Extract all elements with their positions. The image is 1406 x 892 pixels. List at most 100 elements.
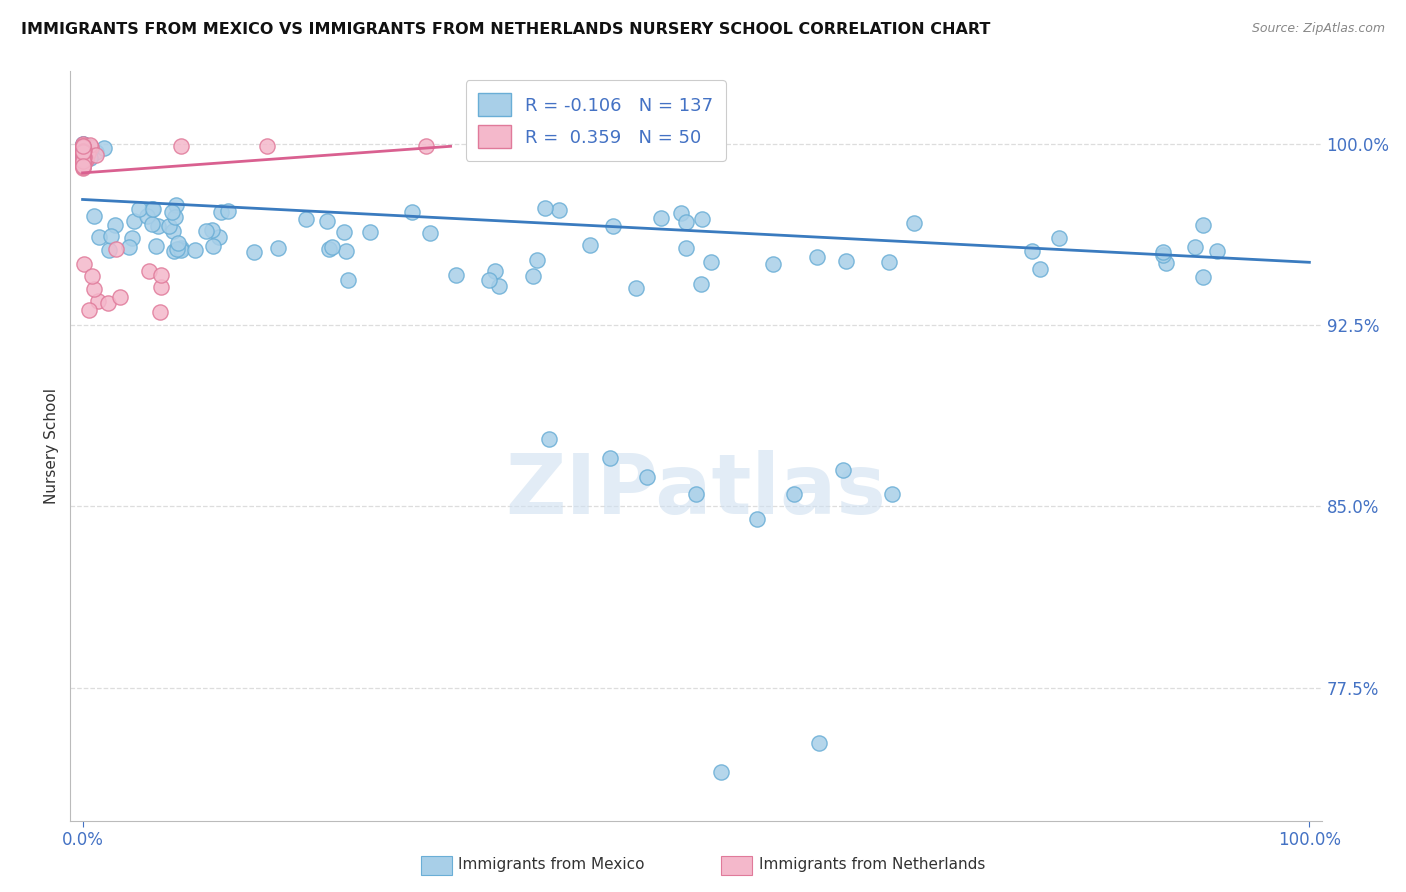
Point [100,229,122,244]
Point [835,254,858,268]
Point [599,451,621,466]
Point [903,216,925,230]
Point [75,141,97,155]
Point [762,257,785,271]
Point [201,239,224,253]
Point [73,143,96,157]
Bar [420,855,451,874]
Point [149,305,172,319]
Point [72,147,94,161]
Point [72,137,94,152]
Point [321,240,343,254]
Point [184,244,207,258]
Point [148,219,170,234]
Text: Immigrants from Mexico: Immigrants from Mexico [458,856,645,871]
Point [72,138,94,153]
Point [83,209,105,223]
Point [72,148,94,162]
Point [72,137,94,152]
Point [1021,244,1043,258]
Point [84,148,107,162]
Point [72,148,94,162]
Point [692,211,714,226]
Point [83,282,105,296]
Point [783,487,806,501]
Legend: R = -0.106   N = 137, R =  0.359   N = 50: R = -0.106 N = 137, R = 0.359 N = 50 [465,80,725,161]
Text: ZIPatlas: ZIPatlas [506,450,886,532]
Point [72,144,94,158]
Point [72,158,94,172]
Point [675,215,697,229]
Point [108,290,131,304]
Point [72,153,94,167]
Point [72,138,94,153]
Point [118,240,141,254]
Point [72,144,94,158]
Point [75,151,97,165]
Point [650,211,672,225]
Point [103,219,125,233]
Point [79,137,101,152]
Point [526,252,548,267]
Point [163,211,186,225]
Point [84,145,107,160]
Point [72,147,94,161]
Point [315,214,337,228]
Point [98,243,121,257]
Point [709,765,731,780]
Y-axis label: Nursery School: Nursery School [44,388,59,504]
Point [138,264,160,278]
Point [1206,244,1229,259]
Point [72,146,94,161]
Point [72,151,94,165]
Point [73,150,96,164]
Point [76,144,98,158]
Point [122,214,145,228]
Point [135,209,157,223]
Point [73,143,96,157]
Point [636,470,658,484]
Point [208,230,231,244]
Point [882,487,904,501]
Point [415,139,437,153]
Point [548,202,571,217]
Point [97,296,120,310]
Text: Source: ZipAtlas.com: Source: ZipAtlas.com [1251,22,1385,36]
Point [671,206,693,220]
Point [79,140,101,154]
Point [602,219,624,234]
Point [478,272,501,286]
Point [72,145,94,160]
Point [624,281,647,295]
Point [201,223,224,237]
Point [170,139,193,153]
Point [87,294,110,309]
Point [488,278,510,293]
Point [72,161,94,175]
Point [690,277,713,292]
Text: IMMIGRANTS FROM MEXICO VS IMMIGRANTS FROM NETHERLANDS NURSERY SCHOOL CORRELATION: IMMIGRANTS FROM MEXICO VS IMMIGRANTS FRO… [21,22,990,37]
Point [295,212,318,227]
Point [145,238,167,252]
Text: Immigrants from Netherlands: Immigrants from Netherlands [759,856,986,871]
Point [533,202,555,216]
Point [73,155,96,169]
Point [1154,255,1177,269]
Point [522,268,544,283]
Point [73,256,96,270]
Point [1192,269,1215,284]
Point [72,159,94,173]
Point [72,150,94,164]
Point [75,153,97,168]
Point [72,143,94,157]
Point [72,140,94,154]
Point [1029,261,1052,276]
Point [75,137,97,152]
Point [160,204,183,219]
Point [267,241,290,255]
Point [93,141,115,155]
Point [72,140,94,154]
Point [72,150,94,164]
Point [685,487,707,501]
Point [675,241,697,255]
